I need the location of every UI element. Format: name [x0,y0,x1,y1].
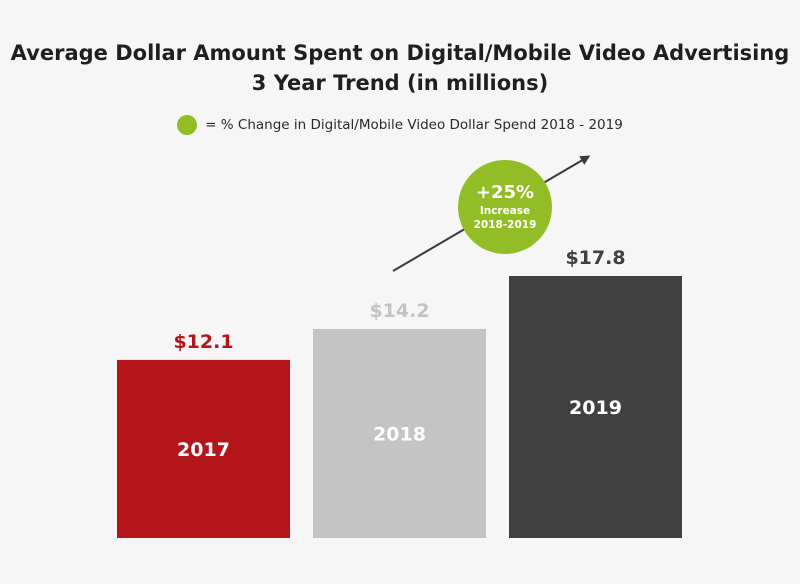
bar-category-label-2019: 2019 [569,397,622,419]
annotation-line3: 2018-2019 [474,219,537,231]
annotation-badge: +25% Increase 2018-2019 [458,160,552,254]
bar-2018 [313,328,486,538]
annotation-circle [458,160,552,254]
annotation-line2: Increase [480,205,530,217]
bar-category-label-2017: 2017 [177,439,230,461]
bar-2019 [509,276,682,538]
bar-value-label-2019: $17.8 [565,247,625,269]
chart-title: Average Dollar Amount Spent on Digital/M… [0,38,800,98]
bar-2017 [117,359,290,538]
legend-dot-icon [177,115,198,135]
bars-group: 2017 $12.1 2018 $14.2 2019 $17.8 [117,247,682,538]
legend: = % Change in Digital/Mobile Video Dolla… [0,115,800,135]
legend-label: = % Change in Digital/Mobile Video Dolla… [205,117,623,133]
chart-title-line2: 3 Year Trend (in millions) [251,71,549,95]
bar-category-label-2018: 2018 [373,423,426,445]
annotation-headline: +25% [476,182,534,203]
bar-value-label-2018: $14.2 [369,300,429,322]
bar-value-label-2017: $12.1 [173,331,233,353]
chart-title-line1: Average Dollar Amount Spent on Digital/M… [10,41,790,65]
